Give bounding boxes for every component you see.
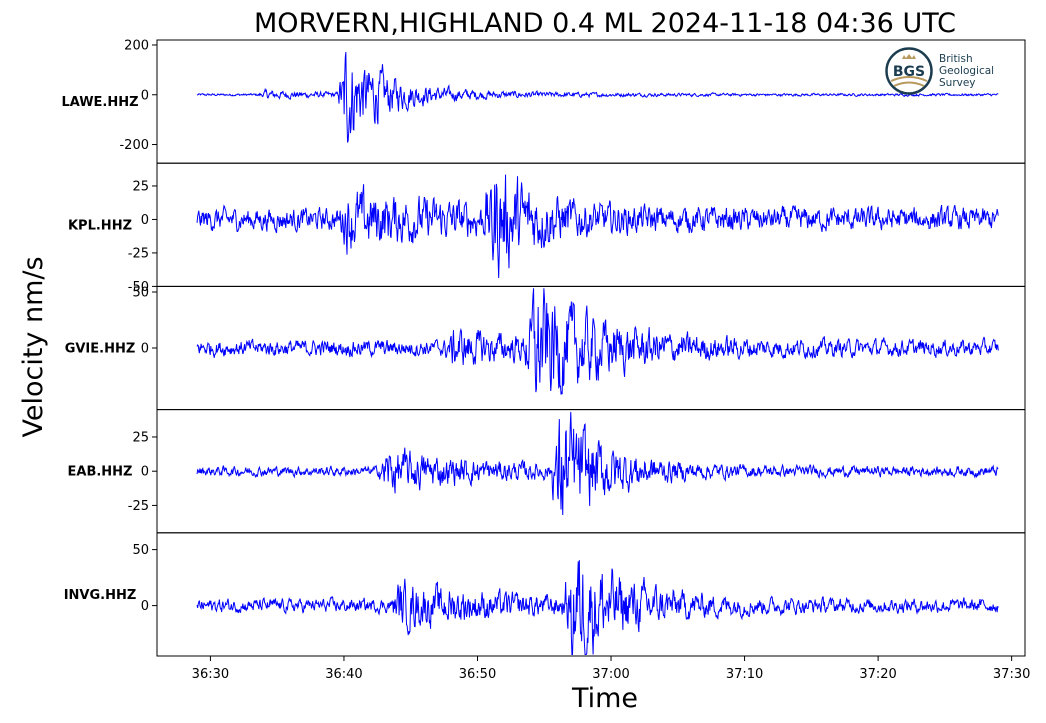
x-tick-label: 37:20 (859, 667, 896, 682)
y-tick-label: 50 (132, 286, 149, 301)
x-tick-label: 36:50 (459, 667, 496, 682)
y-tick-label: 0 (141, 342, 149, 357)
y-tick-label: 0 (141, 88, 149, 103)
x-tick-label: 36:30 (192, 667, 229, 682)
x-axis: 36:30 36:40 36:50 37:00 37:10 37:20 37:30 (192, 656, 1030, 682)
panel-frame (156, 532, 1026, 657)
panel-gvie-hhz: 50 0 GVIE.HHZ (65, 286, 1026, 411)
logo-line-3: Survey (939, 77, 976, 89)
y-axis-label: Velocity nm/s (18, 256, 49, 437)
panels-group: 200 0 -200 LAWE.HHZ 25 0 -25 -50 KPL.HHZ 50 0 GVIE.… (61, 38, 1026, 657)
y-tick-label: 50 (132, 543, 149, 558)
panel-frame (156, 39, 1026, 164)
x-tick-label: 37:10 (726, 667, 763, 682)
y-tick-label: 200 (124, 38, 149, 53)
logo-line-1: British (939, 53, 973, 65)
station-label: LAWE.HHZ (61, 95, 138, 110)
x-axis-label: Time (571, 683, 638, 714)
panel-kpl-hhz: 25 0 -25 -50 KPL.HHZ (68, 162, 1026, 295)
station-label: INVG.HHZ (64, 588, 137, 603)
waveform-kpl-hhz (196, 174, 999, 278)
panel-invg-hhz: 50 0 INVG.HHZ (64, 532, 1026, 657)
x-tick-label: 37:30 (993, 667, 1030, 682)
x-tick-label: 37:00 (592, 667, 629, 682)
station-label: GVIE.HHZ (65, 342, 136, 357)
y-tick-label: 0 (141, 465, 149, 480)
y-tick-label: -25 (128, 246, 149, 261)
logo-wave-2 (893, 81, 925, 87)
y-tick-label: -200 (119, 138, 149, 153)
station-label: EAB.HHZ (68, 465, 133, 480)
waveform-invg-hhz (196, 560, 999, 655)
panel-lawe-hhz: 200 0 -200 LAWE.HHZ (61, 38, 1026, 164)
chart-title: MORVERN,HIGHLAND 0.4 ML 2024-11-18 04:36… (254, 8, 956, 39)
crown-icon (902, 54, 916, 59)
y-tick-label: -50 (128, 280, 149, 295)
bgs-logo: BGS British Geological Survey (885, 47, 994, 95)
logo-ring (885, 47, 933, 95)
waveform-lawe-hhz (196, 52, 999, 143)
waveform-eab-hhz (196, 411, 999, 515)
station-label: KPL.HHZ (68, 218, 132, 233)
logo-line-2: Geological (939, 65, 994, 77)
y-tick-label: 25 (132, 179, 149, 194)
y-tick-label: -25 (128, 499, 149, 514)
y-tick-label: 0 (141, 599, 149, 614)
waveform-gvie-hhz (196, 288, 999, 395)
logo-wave-1 (890, 76, 928, 82)
y-tick-label: 25 (132, 430, 149, 445)
panel-eab-hhz: 25 0 -25 EAB.HHZ (68, 409, 1026, 534)
x-tick-label: 36:40 (325, 667, 362, 682)
y-tick-label: 0 (141, 213, 149, 228)
logo-abbr: BGS (893, 64, 925, 80)
